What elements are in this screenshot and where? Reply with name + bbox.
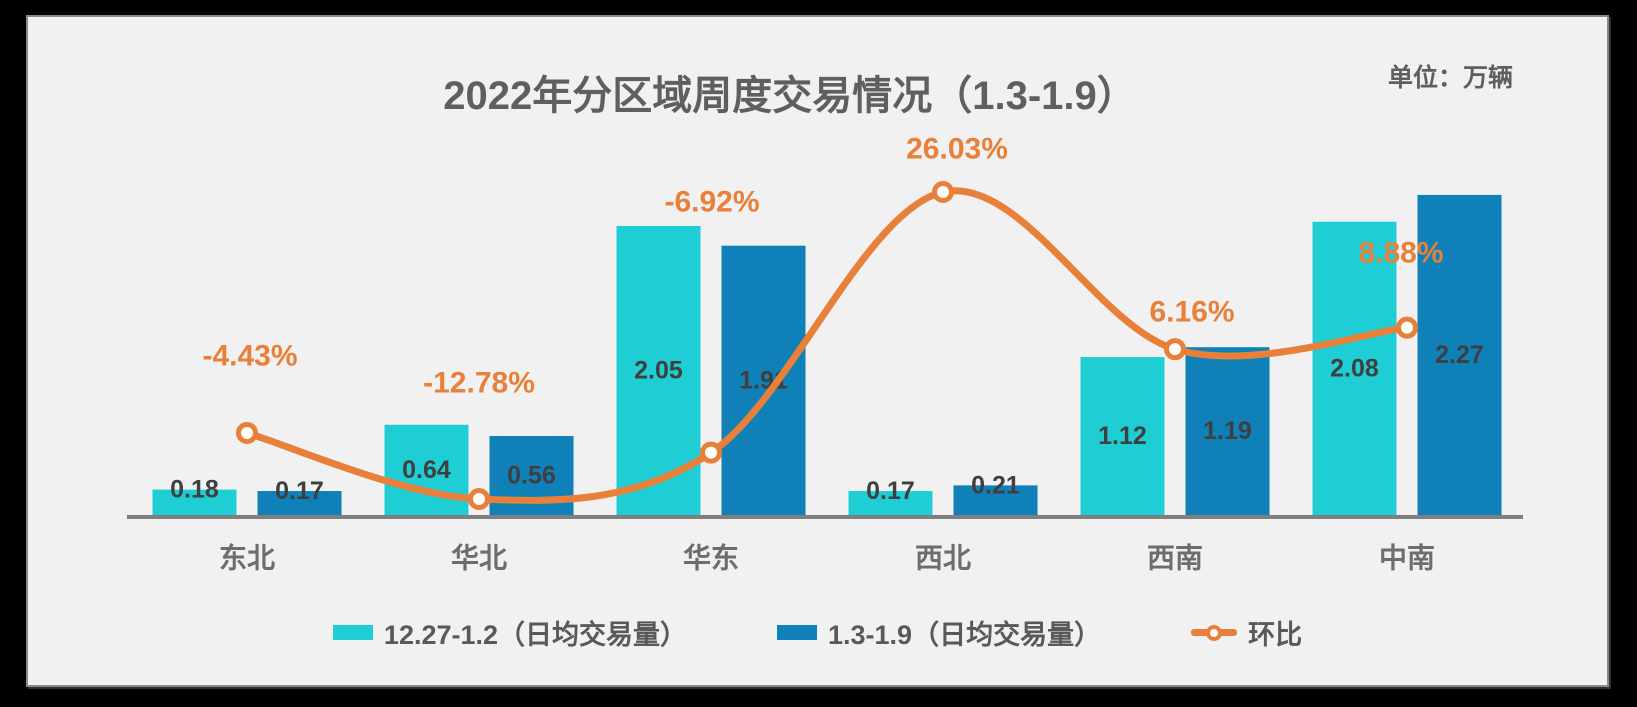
huanbi-value-label: -6.92% [664, 186, 759, 219]
line-marker [236, 421, 258, 444]
x-axis-label: 华北 [451, 542, 507, 574]
bar [953, 485, 1038, 515]
bar [1312, 221, 1397, 515]
huanbi-value-label: 8.88% [1358, 237, 1443, 270]
x-axis-label: 东北 [219, 542, 275, 574]
bar-value-label: 2.27 [1435, 341, 1484, 369]
bar-value-label: 0.18 [170, 476, 219, 504]
x-axis-label: 华东 [683, 542, 739, 574]
huanbi-value-label: 26.03% [906, 133, 1008, 166]
legend-line-marker-icon [1191, 624, 1238, 641]
bar-value-label: 0.17 [275, 477, 324, 505]
line-marker [1164, 338, 1186, 361]
x-axis-label: 西北 [915, 543, 971, 574]
legend-item-1: 12.27-1.2（日均交易量） [332, 613, 688, 652]
legend-label: 环比 [1248, 620, 1303, 650]
chart-canvas: 0.180.642.050.171.122.080.170.561.910.21… [127, 133, 1523, 574]
x-axis-label: 西南 [1147, 543, 1203, 574]
line-marker [1396, 316, 1418, 339]
line-marker [932, 181, 954, 204]
bar [848, 491, 933, 515]
legend-dot-icon [1206, 624, 1223, 641]
bar [721, 245, 806, 515]
huanbi-line [243, 187, 1411, 504]
bar-value-label: 0.17 [866, 477, 915, 505]
bar-value-label: 1.12 [1098, 422, 1147, 450]
bar-value-label: 2.08 [1330, 354, 1379, 382]
chart-title: 2022年分区域周度交易情况（1.3-1.9） [443, 74, 1137, 118]
line-marker [700, 441, 722, 464]
bar-value-label: 1.19 [1203, 417, 1252, 445]
bar-value-label: 0.21 [971, 471, 1020, 499]
bar-value-label: 0.56 [507, 462, 556, 490]
huanbi-value-label: -4.43% [202, 340, 297, 373]
legend-swatch-icon [777, 625, 818, 640]
legend-swatch-icon [332, 625, 373, 640]
legend-item-2: 1.3-1.9（日均交易量） [777, 613, 1101, 652]
bar-value-label: 0.64 [402, 456, 451, 484]
chart-legend: 12.27-1.2（日均交易量） 1.3-1.9（日均交易量） 环比 [28, 613, 1607, 652]
bar [152, 489, 237, 515]
bar [1080, 357, 1165, 515]
bar [1185, 347, 1270, 515]
bar-value-label: 2.05 [634, 356, 683, 384]
legend-item-3: 环比 [1191, 613, 1302, 652]
bar [257, 491, 342, 515]
huanbi-value-label: 6.16% [1149, 296, 1234, 329]
unit-note: 单位：万辆 [1387, 64, 1513, 92]
line-marker [468, 488, 490, 510]
x-axis-label: 中南 [1379, 543, 1435, 574]
legend-label: 12.27-1.2（日均交易量） [383, 620, 688, 650]
bar [1417, 194, 1502, 515]
legend-label: 1.3-1.9（日均交易量） [828, 620, 1102, 650]
huanbi-value-label: -12.78% [423, 367, 535, 400]
chart-panel: 2022年分区域周度交易情况（1.3-1.9） 单位：万辆 0.18 0.64 2.… [26, 15, 1609, 687]
